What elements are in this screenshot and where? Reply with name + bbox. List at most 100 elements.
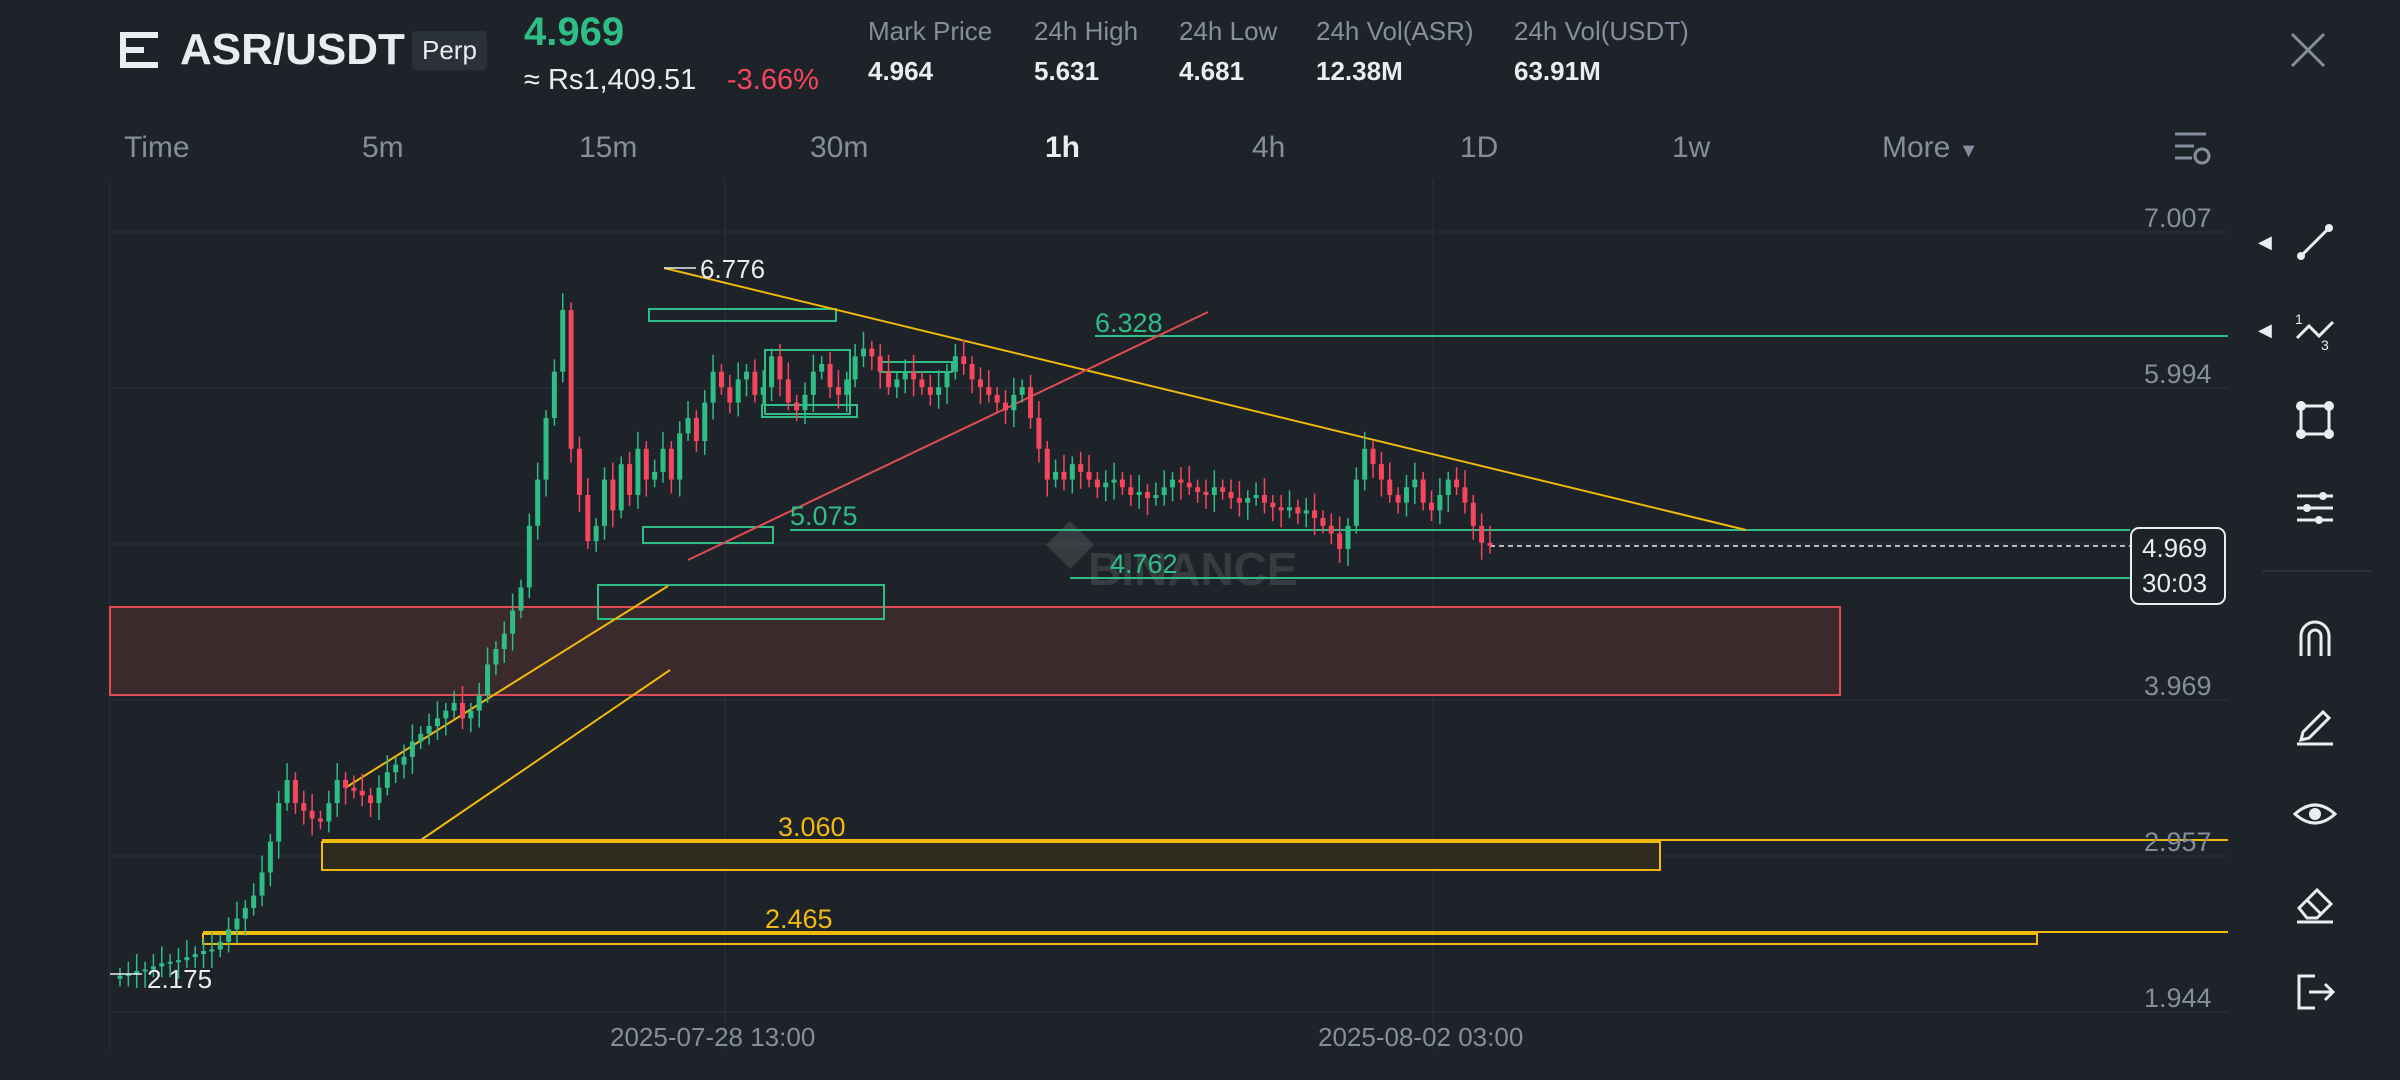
candle-body	[543, 417, 549, 480]
candle-body	[485, 664, 491, 696]
candle-body	[1211, 487, 1217, 495]
candle-body	[668, 448, 674, 480]
candle-body	[1086, 471, 1092, 480]
candle-body	[1454, 479, 1460, 488]
price-change: -3.66%	[727, 64, 819, 96]
expand-arrow-icon-2[interactable]: ◀	[2258, 320, 2272, 340]
stat-value-vol-asr: 12.38M	[1316, 56, 1403, 86]
candle-body	[919, 379, 925, 388]
candle-body	[1312, 510, 1318, 519]
candle-body	[451, 702, 457, 711]
y-tick-1944: 1.944	[2144, 983, 2212, 1013]
stat-value-mark: 4.964	[868, 56, 934, 86]
svg-text:1: 1	[2295, 311, 2303, 327]
tab-4h[interactable]: 4h	[1252, 131, 1286, 164]
candle-body	[184, 957, 190, 961]
candle-body	[309, 810, 315, 819]
candle-body	[242, 907, 248, 919]
current-price-label: 4.969	[2142, 533, 2207, 563]
candle-body	[518, 587, 524, 611]
tab-30m[interactable]: 30m	[810, 131, 869, 164]
candle-body	[1470, 502, 1476, 526]
candle-body	[693, 417, 699, 442]
rising-support-line	[687, 311, 1209, 561]
tab-time[interactable]: Time	[124, 131, 190, 164]
eye-icon[interactable]	[2285, 784, 2345, 844]
candle-body	[777, 356, 783, 380]
tab-15m[interactable]: 15m	[579, 131, 638, 164]
candle-body	[710, 371, 716, 403]
expand-arrow-icon[interactable]: ◀	[2258, 232, 2272, 252]
pair-title[interactable]: ASR/USDT	[180, 25, 405, 74]
x-tick-0802: 2025-08-02 03:00	[1318, 1022, 1523, 1052]
candle-body	[1445, 479, 1451, 495]
eraser-icon[interactable]	[2285, 872, 2345, 932]
perp-badge: Perp	[412, 31, 487, 70]
shape-tool-icon[interactable]	[2285, 390, 2345, 450]
candle-body	[827, 364, 833, 388]
close-icon[interactable]	[2290, 32, 2326, 68]
candle-body	[902, 371, 908, 380]
candle-body	[1303, 510, 1309, 514]
candle-body	[944, 371, 950, 388]
candle-body	[401, 756, 407, 765]
candle-body	[1053, 471, 1059, 480]
tab-1d[interactable]: 1D	[1460, 131, 1499, 164]
candle-body	[426, 726, 432, 734]
label-5075: 5.075	[790, 501, 858, 531]
support-zone-2465	[202, 933, 2038, 945]
candle-body	[1261, 494, 1267, 503]
magnet-icon[interactable]	[2285, 608, 2345, 668]
candle-body	[192, 954, 198, 958]
candle-body	[1111, 479, 1117, 483]
candle-body	[685, 417, 691, 434]
exit-icon[interactable]	[2285, 962, 2345, 1022]
candle-body	[510, 610, 516, 634]
tab-more[interactable]: More ▼	[1882, 131, 1979, 165]
support-zone-3060	[321, 841, 1661, 871]
stat-label-vol-usdt: 24h Vol(USDT)	[1514, 16, 1689, 46]
x-tick-0728: 2025-07-28 13:00	[610, 1022, 815, 1052]
tab-1h[interactable]: 1h	[1045, 131, 1081, 164]
candle-body	[1253, 494, 1259, 499]
candle-body	[952, 356, 958, 372]
candle-body	[1011, 394, 1017, 411]
candle-body	[301, 803, 307, 811]
pencil-icon[interactable]	[2285, 694, 2345, 754]
trend-lines	[344, 267, 1747, 843]
candle-body	[936, 387, 942, 395]
candle-body	[359, 790, 365, 796]
candle-body	[1387, 479, 1393, 495]
chart-settings-icon[interactable]	[2172, 128, 2212, 168]
candle-body	[844, 379, 850, 395]
tab-5m[interactable]: 5m	[362, 131, 404, 164]
binance-watermark: BINANCE	[1046, 521, 1298, 595]
candle-body	[927, 387, 933, 395]
candle-body	[1228, 491, 1234, 499]
stat-value-high: 5.631	[1034, 56, 1100, 86]
candle-body	[760, 387, 766, 395]
candle-body	[1002, 402, 1008, 411]
candle-body	[794, 402, 800, 411]
candle-body	[284, 779, 290, 804]
candle-body	[961, 356, 967, 365]
candle-body	[1403, 487, 1409, 503]
candle-body	[468, 710, 474, 719]
candle-body	[393, 764, 399, 773]
candle-body	[560, 310, 566, 372]
candle-body	[317, 818, 323, 822]
tab-1w[interactable]: 1w	[1672, 131, 1711, 164]
candle-body	[1245, 498, 1251, 503]
candle-body	[267, 841, 273, 873]
candle-body	[1069, 464, 1075, 480]
candle-body	[209, 949, 215, 952]
trendline-tool-icon[interactable]	[2285, 212, 2345, 272]
indicator-tool-icon[interactable]	[2285, 478, 2345, 538]
candle-body	[343, 779, 349, 788]
candle-body	[493, 649, 499, 665]
price-chart[interactable]: BINANCE 6.776 6.328 5.075 4.762 3.060 2.…	[0, 0, 2260, 1080]
candle-body	[434, 718, 440, 727]
candle-body	[1119, 479, 1125, 488]
menu-icon[interactable]	[118, 28, 162, 72]
